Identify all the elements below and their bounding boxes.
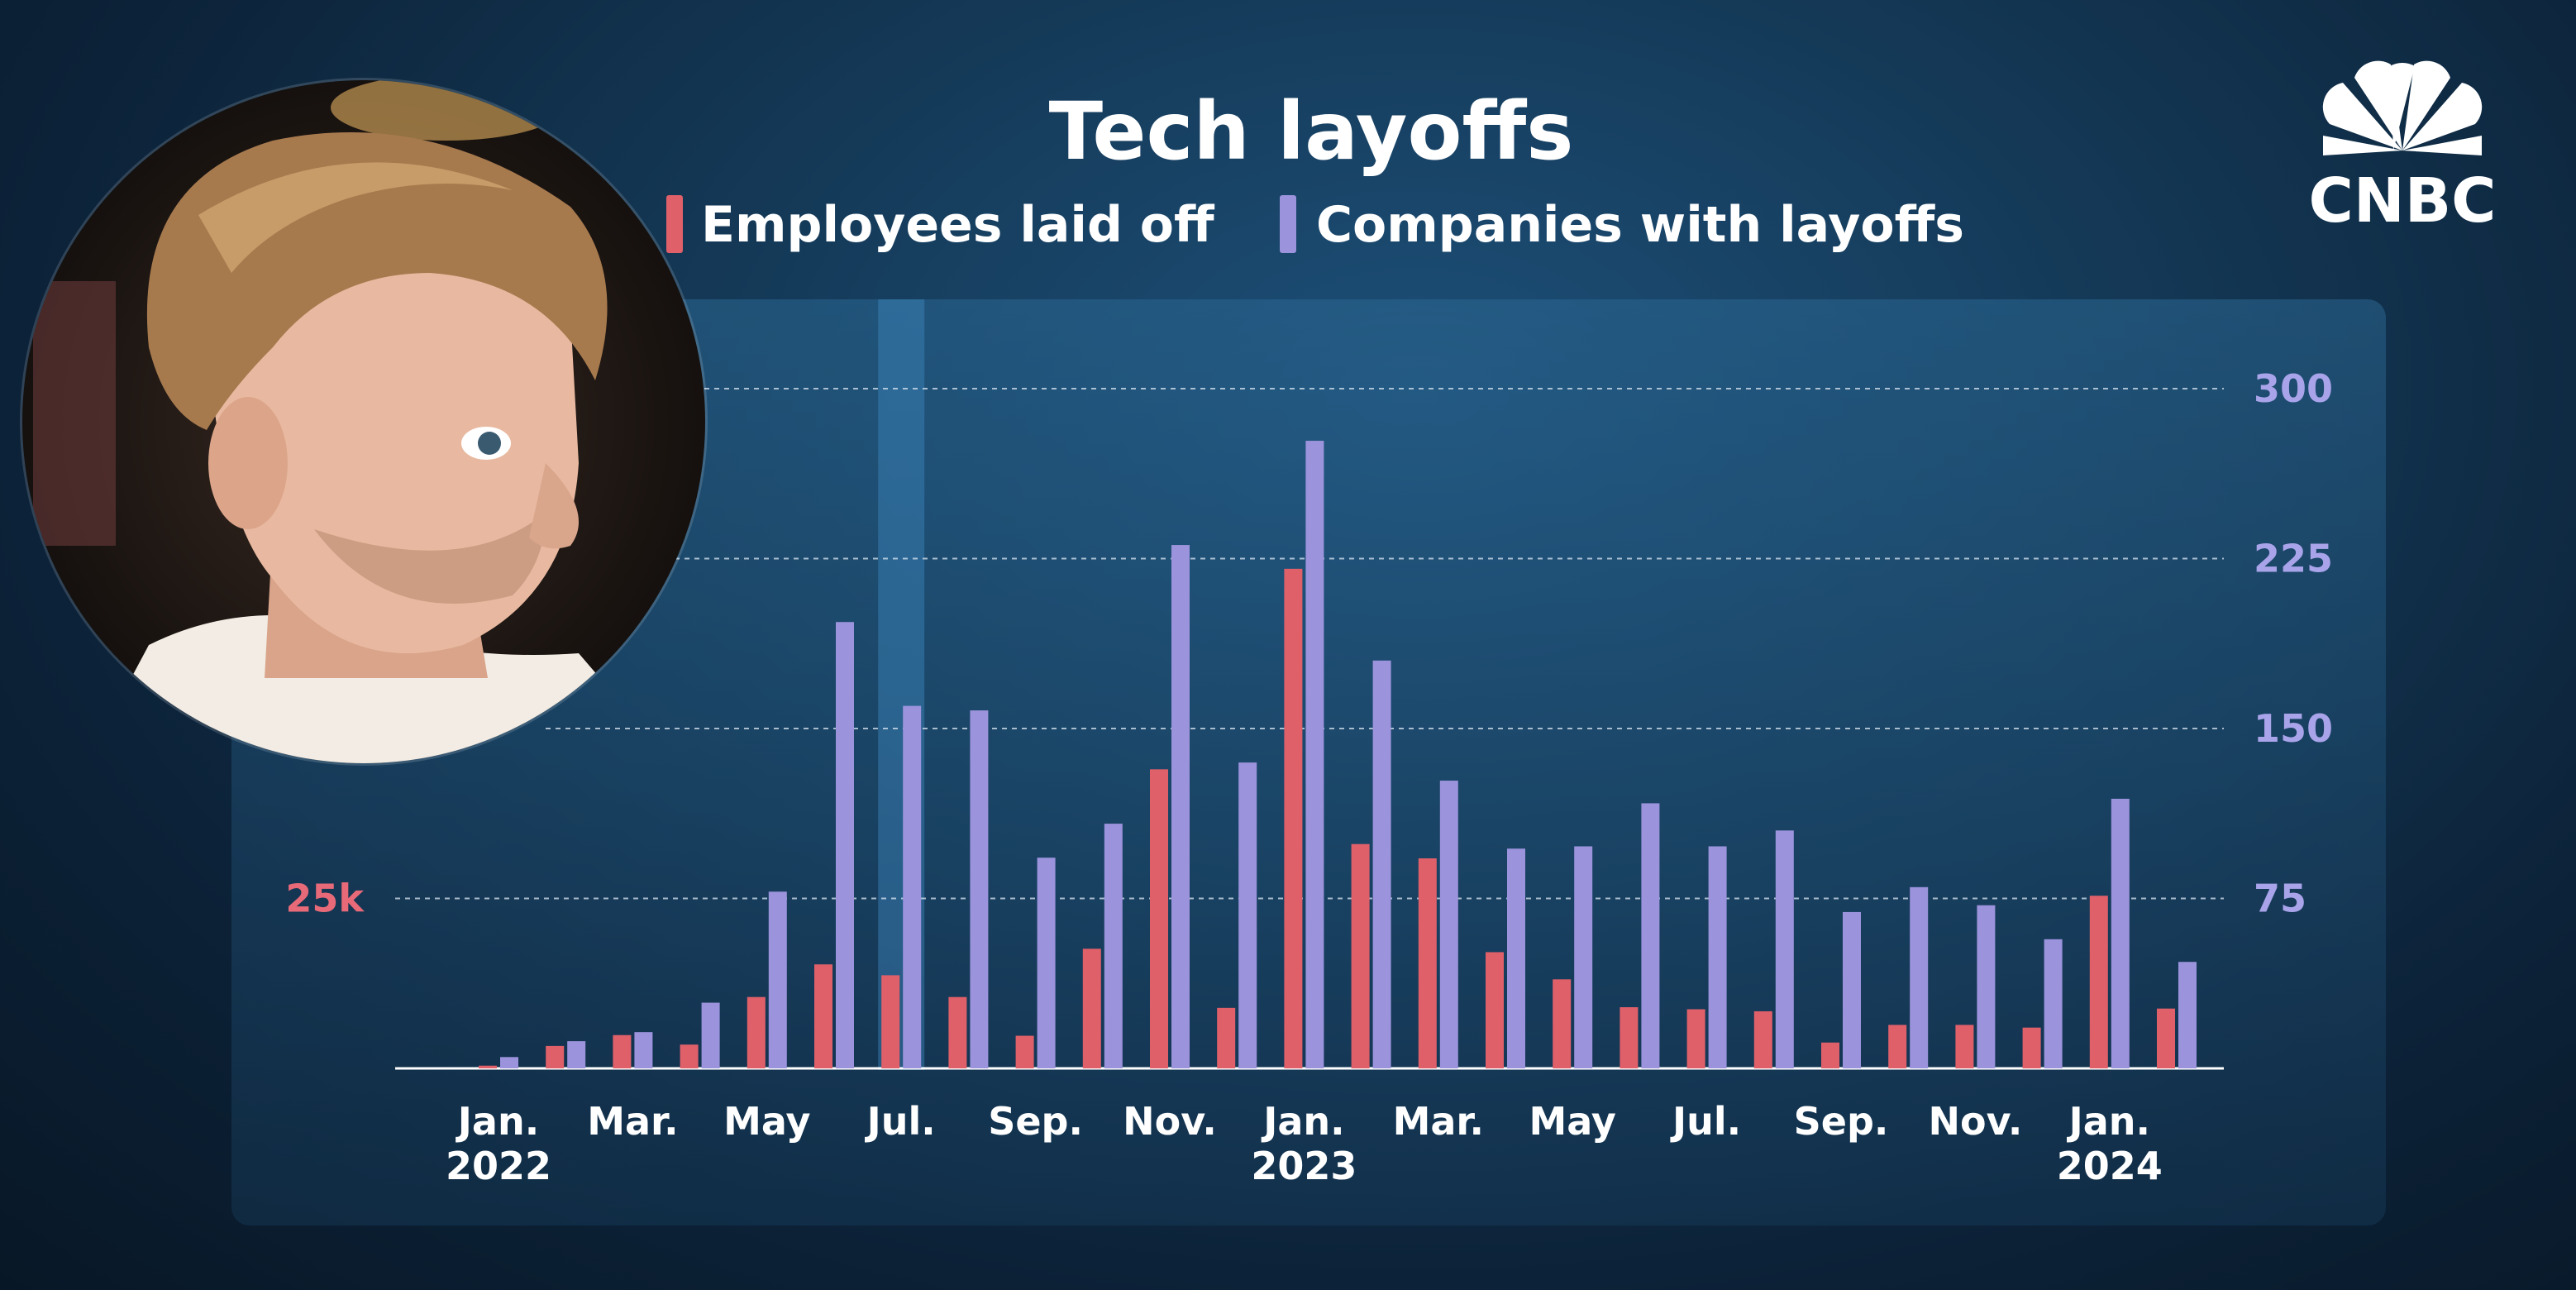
y-tick-label-right: 150 [2254, 706, 2333, 751]
bar-employees-laid-off [1753, 1010, 1772, 1068]
x-tick-year: 2024 [2057, 1144, 2163, 1188]
bar-companies-with-layoffs [1843, 911, 1861, 1068]
y-tick-label-left: 25k [285, 877, 365, 921]
bar-employees-laid-off [479, 1065, 497, 1068]
bar-employees-laid-off [2022, 1027, 2041, 1068]
x-tick-month: Jan. [456, 1099, 539, 1144]
x-tick-month: May [723, 1099, 810, 1144]
x-tick-month: Jan. [1261, 1099, 1344, 1144]
bar-employees-laid-off [881, 975, 900, 1068]
bar-employees-laid-off [747, 996, 766, 1068]
cnbc-logo: CNBC [2309, 60, 2497, 236]
bar-companies-with-layoffs [1238, 762, 1257, 1068]
bar-employees-laid-off [1015, 1035, 1034, 1068]
y-tick-label-right: 300 [2254, 366, 2333, 411]
bar-employees-laid-off [1217, 1007, 1236, 1068]
bar-employees-laid-off [613, 1034, 632, 1068]
x-tick-month: Jul. [865, 1099, 936, 1144]
legend-swatch-companies [1280, 195, 1296, 253]
bar-employees-laid-off [1821, 1042, 1839, 1068]
bar-employees-laid-off [680, 1044, 699, 1068]
x-tick-month: Sep. [988, 1099, 1083, 1144]
y-tick-label-right: 75 [2254, 877, 2306, 921]
presenter-avatar-icon [20, 78, 708, 766]
bar-companies-with-layoffs [2044, 939, 2063, 1068]
bar-companies-with-layoffs [567, 1041, 586, 1068]
bar-employees-laid-off [2157, 1008, 2175, 1068]
bar-companies-with-layoffs [1439, 781, 1458, 1068]
legend: Employees laid off Companies with layoff… [666, 195, 1964, 254]
x-tick-year: 2023 [1251, 1144, 1357, 1188]
bar-companies-with-layoffs [1037, 858, 1056, 1068]
bars [479, 441, 2197, 1068]
x-tick-month: Nov. [1928, 1099, 2022, 1144]
bar-companies-with-layoffs [1708, 846, 1727, 1068]
bar-employees-laid-off [948, 996, 967, 1068]
bar-companies-with-layoffs [701, 1002, 720, 1068]
x-tick-year: 2022 [446, 1144, 551, 1188]
y-tick-label-right: 225 [2254, 537, 2333, 581]
y-tick-labels: 75 150 225 300 25k [285, 366, 2333, 921]
bar-companies-with-layoffs [1977, 905, 1996, 1068]
bar-employees-laid-off [814, 964, 832, 1068]
bar-employees-laid-off [1418, 858, 1437, 1068]
peacock-icon [2322, 60, 2483, 155]
bar-employees-laid-off [1486, 952, 1504, 1068]
bar-employees-laid-off [1888, 1025, 1907, 1068]
chart-title: Tech layoffs [1049, 85, 1574, 178]
bar-employees-laid-off [1955, 1025, 1974, 1068]
bar-companies-with-layoffs [1104, 824, 1123, 1068]
bar-companies-with-layoffs [1372, 660, 1391, 1068]
bar-companies-with-layoffs [903, 705, 922, 1068]
bar-companies-with-layoffs [1775, 830, 1794, 1068]
bar-companies-with-layoffs [1910, 886, 1929, 1068]
legend-label-employees: Employees laid off [701, 196, 1215, 254]
bar-employees-laid-off [1553, 979, 1572, 1068]
x-tick-month: Sep. [1794, 1099, 1889, 1144]
bar-employees-laid-off [2089, 896, 2108, 1068]
bar-employees-laid-off [546, 1045, 565, 1068]
bar-companies-with-layoffs [1641, 803, 1660, 1068]
bar-companies-with-layoffs [768, 891, 787, 1068]
x-tick-month: Nov. [1123, 1099, 1217, 1144]
bar-companies-with-layoffs [1507, 848, 1525, 1068]
bar-companies-with-layoffs [836, 622, 854, 1068]
bar-companies-with-layoffs [500, 1057, 518, 1068]
bar-employees-laid-off [1620, 1007, 1639, 1068]
bar-companies-with-layoffs [2111, 798, 2130, 1068]
legend-swatch-employees [666, 195, 683, 253]
x-tick-month: Mar. [1393, 1099, 1484, 1144]
x-tick-month: Jan. [2067, 1099, 2150, 1144]
x-tick-month: May [1529, 1099, 1616, 1144]
bar-employees-laid-off [1351, 843, 1370, 1068]
x-tick-month: Mar. [587, 1099, 678, 1144]
bar-companies-with-layoffs [2178, 962, 2197, 1068]
x-tick-month: Jul. [1670, 1099, 1741, 1144]
bar-companies-with-layoffs [1574, 846, 1593, 1068]
bar-employees-laid-off [1284, 568, 1303, 1068]
bar-companies-with-layoffs [1305, 441, 1324, 1068]
cnbc-wordmark: CNBC [2309, 165, 2497, 236]
legend-label-companies: Companies with layoffs [1316, 196, 1964, 254]
bar-companies-with-layoffs [970, 710, 989, 1068]
bar-companies-with-layoffs [634, 1032, 653, 1068]
bar-companies-with-layoffs [1171, 545, 1190, 1068]
bar-employees-laid-off [1082, 948, 1101, 1068]
bar-employees-laid-off [1150, 769, 1168, 1068]
bar-employees-laid-off [1686, 1009, 1705, 1068]
